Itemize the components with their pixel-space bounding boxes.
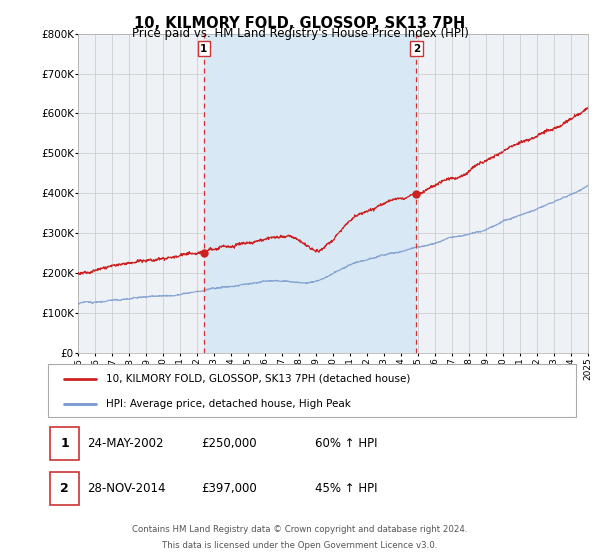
Text: Price paid vs. HM Land Registry's House Price Index (HPI): Price paid vs. HM Land Registry's House … xyxy=(131,27,469,40)
Text: 1: 1 xyxy=(200,44,208,54)
FancyBboxPatch shape xyxy=(48,364,576,417)
Text: £397,000: £397,000 xyxy=(201,482,257,495)
Text: 10, KILMORY FOLD, GLOSSOP, SK13 7PH (detached house): 10, KILMORY FOLD, GLOSSOP, SK13 7PH (det… xyxy=(106,374,410,384)
Text: Contains HM Land Registry data © Crown copyright and database right 2024.: Contains HM Land Registry data © Crown c… xyxy=(132,525,468,534)
FancyBboxPatch shape xyxy=(50,427,79,460)
Text: This data is licensed under the Open Government Licence v3.0.: This data is licensed under the Open Gov… xyxy=(163,542,437,550)
Text: 10, KILMORY FOLD, GLOSSOP, SK13 7PH: 10, KILMORY FOLD, GLOSSOP, SK13 7PH xyxy=(134,16,466,31)
Text: 60% ↑ HPI: 60% ↑ HPI xyxy=(315,437,377,450)
Text: 2: 2 xyxy=(413,44,420,54)
Text: 2: 2 xyxy=(60,482,69,495)
Text: 24-MAY-2002: 24-MAY-2002 xyxy=(87,437,163,450)
Text: £250,000: £250,000 xyxy=(201,437,257,450)
FancyBboxPatch shape xyxy=(50,472,79,505)
Text: 1: 1 xyxy=(60,437,69,450)
Bar xyxy=(204,34,416,353)
Text: 28-NOV-2014: 28-NOV-2014 xyxy=(87,482,166,495)
Text: 45% ↑ HPI: 45% ↑ HPI xyxy=(315,482,377,495)
Text: HPI: Average price, detached house, High Peak: HPI: Average price, detached house, High… xyxy=(106,399,351,409)
